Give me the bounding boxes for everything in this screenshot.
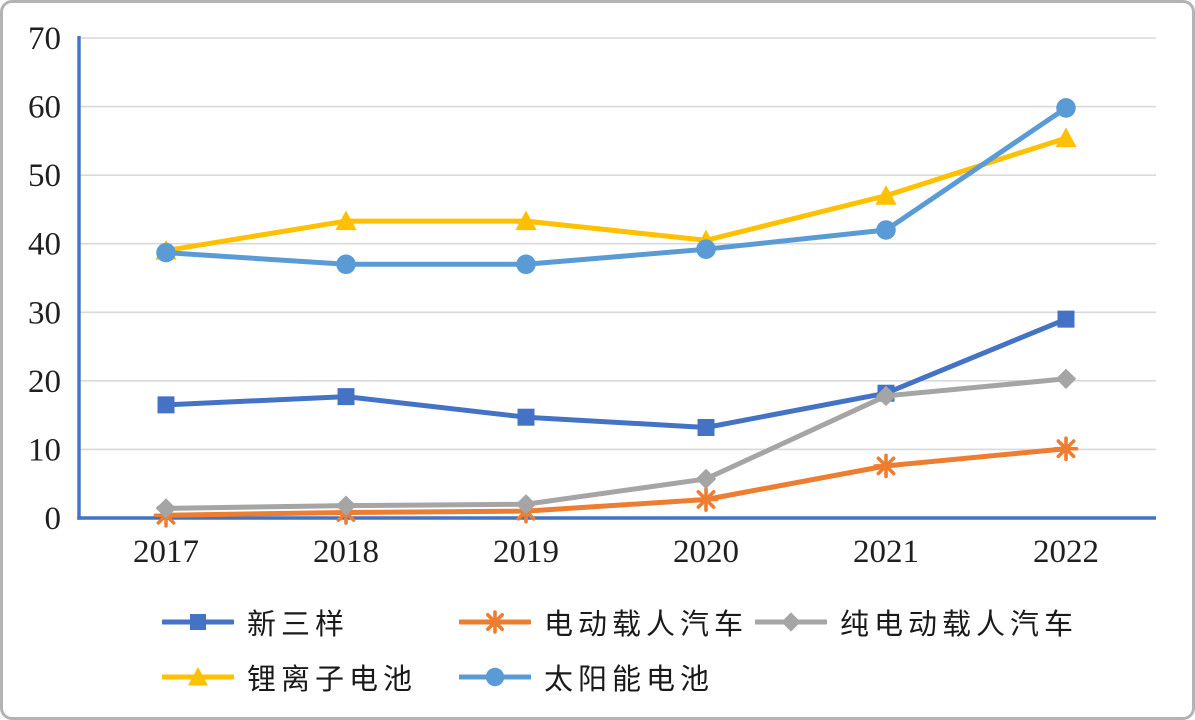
y-tick-label: 40: [28, 227, 61, 263]
diamond-marker: [1055, 368, 1077, 389]
legend-label: 电动载人汽车: [544, 609, 749, 641]
circle-marker: [485, 667, 505, 687]
legend-item-4: 锂离子电池: [162, 656, 459, 698]
legend-item-5: 太阳能电池: [459, 656, 755, 698]
y-tick-label: 50: [28, 158, 61, 194]
circle-marker: [1056, 98, 1076, 118]
x-tick-label: 2017: [133, 534, 199, 570]
chart-legend: 新三样 电动载人汽车 纯电动载人汽车锂离子电池 太阳能电池: [162, 601, 1078, 698]
circle-marker: [876, 220, 896, 240]
y-tick-label: 60: [28, 90, 61, 126]
series-line: [163, 135, 1069, 254]
x-tick-label: 2018: [313, 534, 379, 570]
legend-item-3: 纯电动载人汽车: [755, 601, 1078, 643]
diamond-marker: [695, 468, 717, 490]
y-tick-label: 30: [28, 295, 61, 331]
xstar-marker: [483, 610, 507, 634]
series-xstar: [153, 436, 1079, 528]
square-marker: [1057, 310, 1075, 328]
series-diamond: [155, 368, 1077, 519]
xstar-marker: [1053, 436, 1079, 462]
series-square: [157, 310, 1075, 436]
series-line: [163, 376, 1069, 511]
square-marker: [157, 396, 175, 414]
y-tick-label: 10: [28, 432, 61, 468]
legend-item-2: 电动载人汽车: [459, 601, 755, 643]
series-circle: [156, 98, 1076, 275]
series-line: [163, 316, 1069, 430]
y-tick-label: 20: [28, 364, 61, 400]
diamond-marker: [515, 494, 537, 515]
xstar-marker: [693, 487, 719, 512]
circle-marker: [336, 254, 356, 275]
triangle-marker: [515, 210, 537, 231]
triangle-marker: [188, 667, 208, 686]
series-line: [163, 105, 1069, 267]
circle-marker: [156, 242, 176, 263]
y-tick-label: 70: [28, 21, 61, 57]
legend-key-triangle: [162, 667, 234, 686]
legend-key-square: [162, 614, 234, 630]
legend-label: 新三样: [247, 609, 350, 641]
diamond-marker: [335, 495, 357, 516]
series-line: [163, 446, 1069, 518]
circle-marker: [696, 239, 716, 259]
x-tick-label: 2020: [673, 534, 739, 570]
legend-key-xstar: [459, 610, 531, 634]
legend-label: 太阳能电池: [544, 664, 715, 696]
diamond-marker: [875, 385, 897, 407]
legend-key-diamond: [755, 612, 827, 632]
legend-item-1: 新三样: [162, 601, 459, 643]
x-tick-label: 2022: [1033, 534, 1099, 570]
x-tick-label: 2019: [493, 534, 559, 570]
xstar-marker: [873, 453, 899, 479]
y-tick-label: 0: [45, 501, 62, 537]
square-marker: [517, 408, 535, 426]
triangle-marker: [875, 185, 897, 205]
square-marker: [190, 614, 206, 630]
line-chart-plot: 0 10 20 30 40 50 60 70 2017 2018 2019 2020 2021 2022: [28, 21, 1156, 570]
circle-marker: [516, 254, 536, 275]
diamond-marker: [155, 498, 177, 519]
legend-key-circle: [459, 667, 531, 687]
x-tick-label: 2021: [853, 534, 919, 570]
square-marker: [697, 418, 715, 436]
square-marker: [337, 388, 355, 406]
legend-label: 纯电动载人汽车: [840, 609, 1079, 641]
triangle-marker: [335, 210, 357, 231]
triangle-marker: [1055, 127, 1077, 148]
diamond-marker: [781, 612, 801, 632]
legend-label: 锂离子电池: [247, 664, 418, 696]
